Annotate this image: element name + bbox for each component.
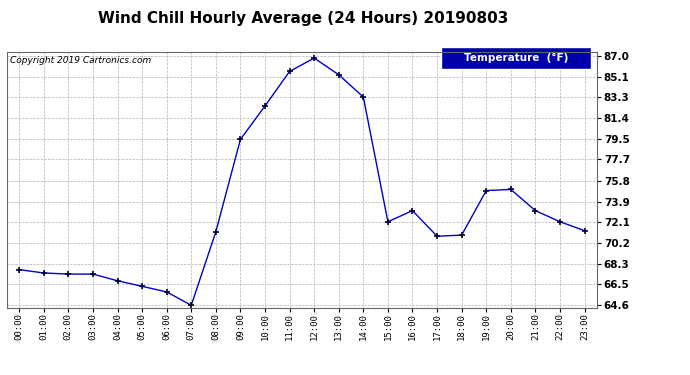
Text: Temperature  (°F): Temperature (°F) — [464, 53, 568, 63]
FancyBboxPatch shape — [440, 47, 591, 69]
Text: Copyright 2019 Cartronics.com: Copyright 2019 Cartronics.com — [10, 56, 151, 65]
Text: Wind Chill Hourly Average (24 Hours) 20190803: Wind Chill Hourly Average (24 Hours) 201… — [99, 11, 509, 26]
